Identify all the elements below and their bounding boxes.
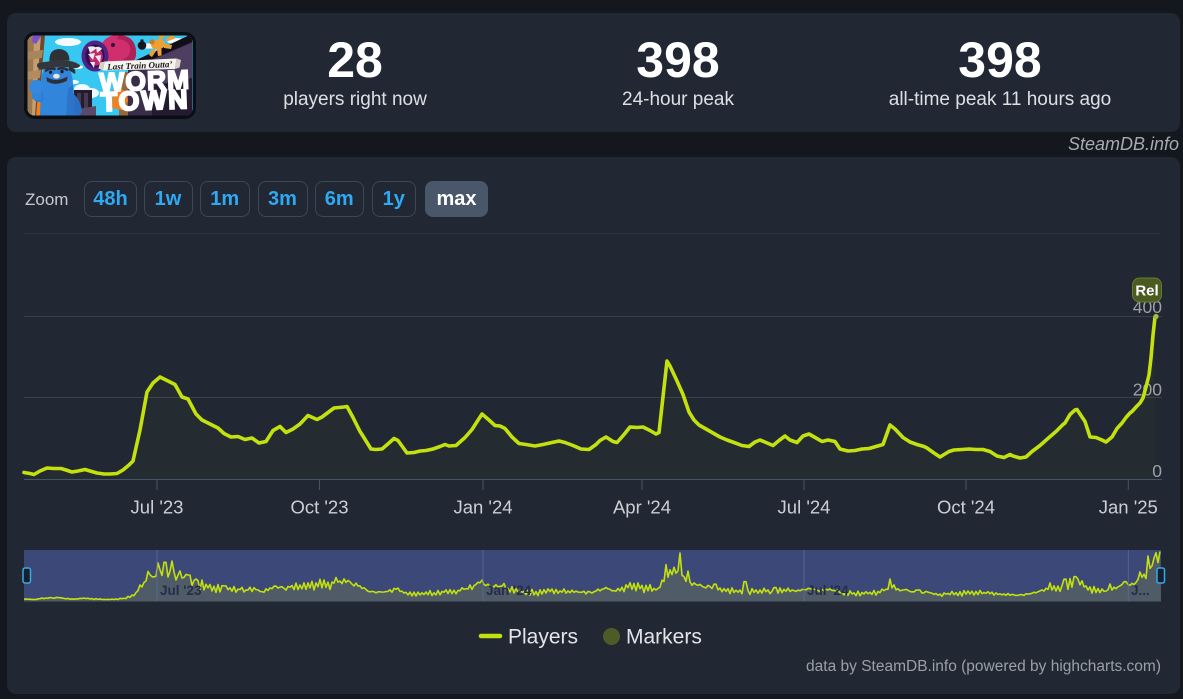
- svg-text:Rel: Rel: [1135, 283, 1158, 300]
- svg-text:Jul '23: Jul '23: [131, 497, 184, 518]
- svg-text:Jan '24: Jan '24: [453, 497, 512, 518]
- svg-text:Jul '24: Jul '24: [778, 497, 831, 518]
- svg-text:Jul '23: Jul '23: [160, 583, 202, 598]
- svg-text:TOWN: TOWN: [100, 84, 189, 117]
- svg-text:Oct '24: Oct '24: [937, 497, 995, 518]
- svg-text:Jan '25: Jan '25: [1099, 497, 1158, 518]
- svg-text:Jul '24: Jul '24: [807, 583, 849, 598]
- svg-text:Markers: Markers: [626, 626, 702, 649]
- svg-text:Jan '24: Jan '24: [486, 583, 532, 598]
- svg-text:data by SteamDB.info (powered: data by SteamDB.info (powered by highcha…: [806, 658, 1161, 675]
- svg-text:0: 0: [1152, 461, 1162, 481]
- svg-text:J...: J...: [1131, 583, 1150, 598]
- svg-text:Players: Players: [508, 626, 578, 649]
- svg-text:Last Train Outta’: Last Train Outta’: [106, 59, 173, 72]
- svg-text:200: 200: [1133, 380, 1162, 400]
- svg-text:Oct '23: Oct '23: [290, 497, 348, 518]
- svg-text:WORM: WORM: [99, 64, 191, 97]
- svg-text:Apr '24: Apr '24: [613, 497, 671, 518]
